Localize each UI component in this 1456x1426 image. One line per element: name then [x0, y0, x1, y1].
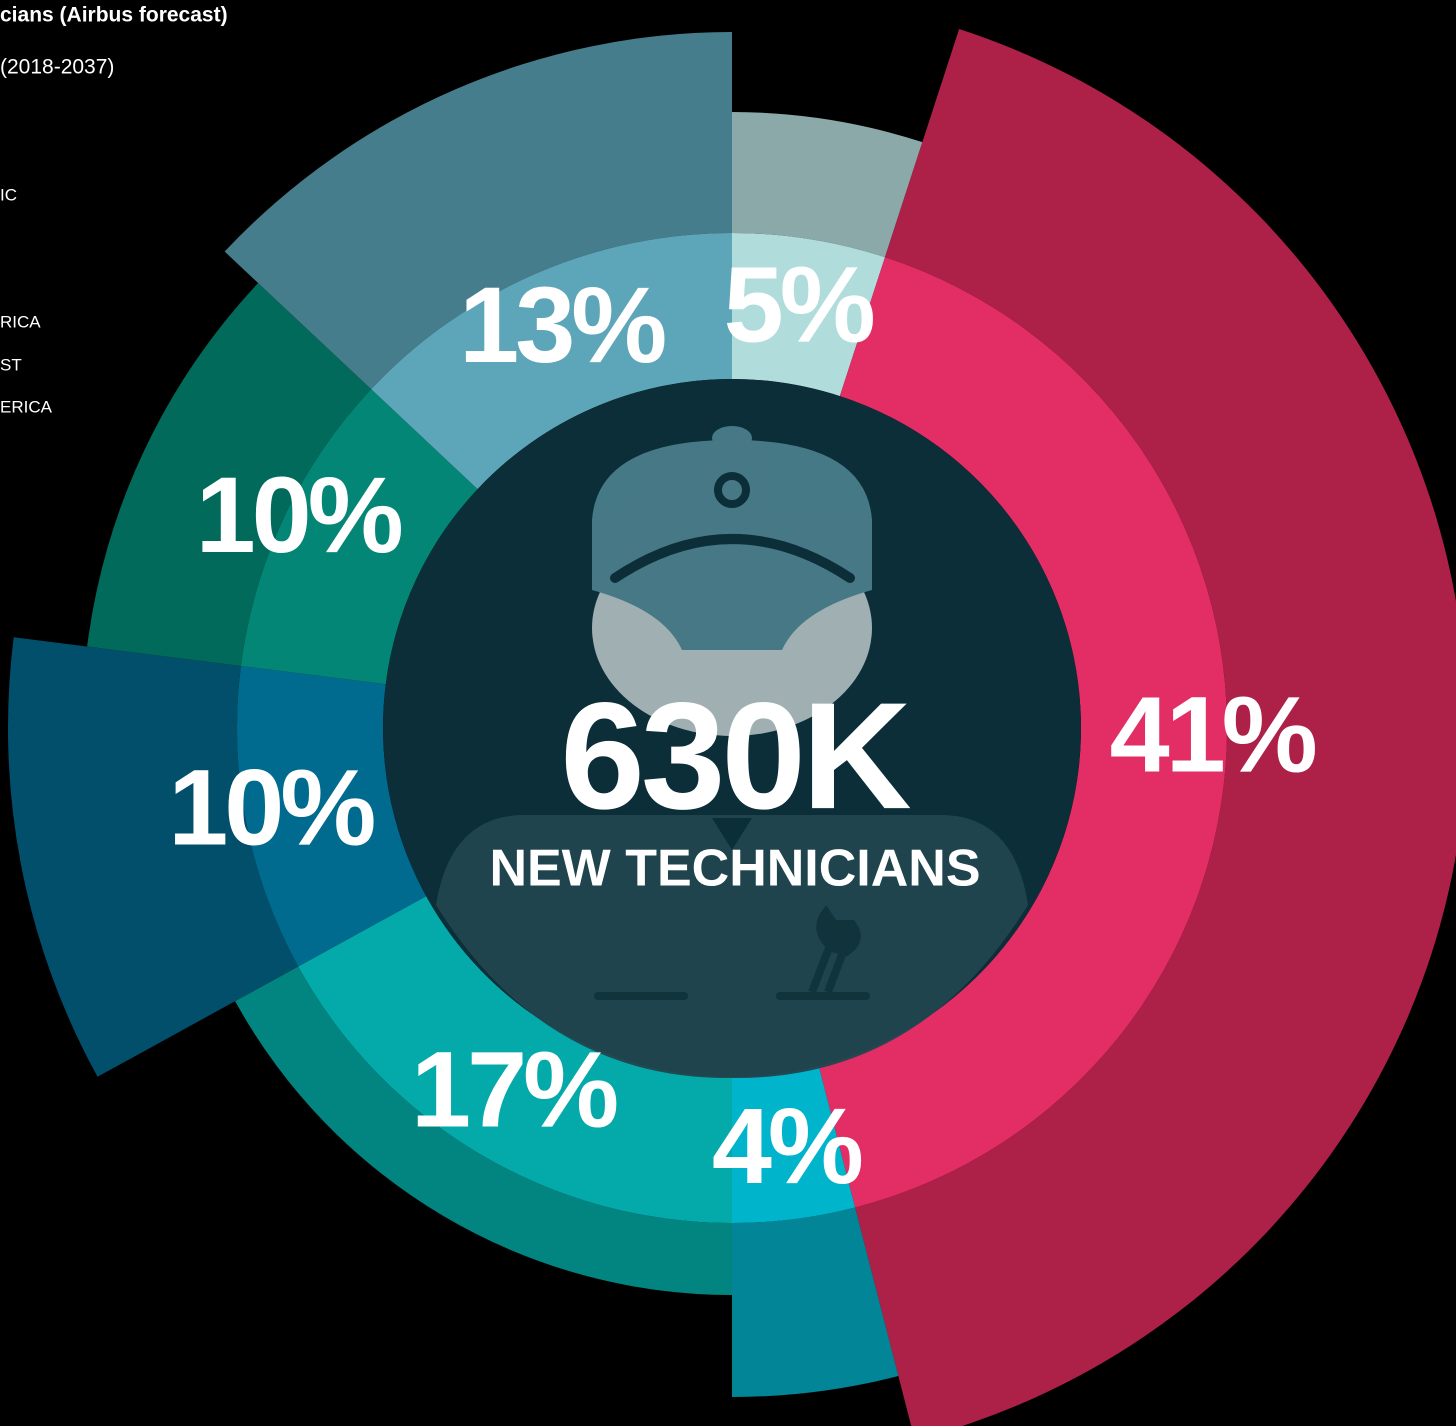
- chart-subtitle: (2018-2037): [0, 56, 114, 79]
- wrench: [808, 905, 861, 994]
- value-label: 10%: [196, 454, 402, 575]
- center-label: NEW TECHNICIANS: [489, 840, 980, 898]
- cap: [592, 440, 872, 650]
- inner-segment: [371, 233, 732, 490]
- inner-segment: [240, 389, 478, 685]
- value-label: 17%: [411, 1029, 617, 1150]
- value-label: 13%: [459, 264, 665, 385]
- legend-label: ERICA: [0, 397, 53, 416]
- inner-segment: [818, 257, 1228, 1208]
- outer-segment: [224, 32, 733, 390]
- outer-segment: [235, 966, 733, 1295]
- inner-segment: [732, 233, 885, 397]
- value-label: 10%: [168, 747, 374, 868]
- outer-segment: [732, 112, 923, 258]
- inner-segment: [237, 665, 427, 967]
- value-label: 41%: [1110, 674, 1316, 795]
- collar: [712, 818, 752, 850]
- inner-segment: [732, 1066, 856, 1223]
- outer-segment: [87, 283, 372, 666]
- outer-segment: [732, 1207, 899, 1397]
- outer-segment: [855, 28, 1456, 1426]
- gear: [714, 472, 750, 508]
- labels: 5% 41% 4% 17% 10% 10% 13% IC RICA ST ERICA: [0, 185, 1320, 1206]
- chart-title: cians (Airbus forecast): [0, 4, 228, 27]
- outer-segment: [8, 637, 299, 1077]
- center-value: 630K: [560, 671, 911, 841]
- legend-label: ST: [0, 355, 22, 374]
- inner-segment: [298, 896, 732, 1223]
- cap-brim: [610, 534, 855, 583]
- legend-label: IC: [0, 185, 17, 204]
- technician-icon: [436, 426, 1028, 1079]
- shoulders: [436, 815, 1028, 1079]
- rings: [8, 28, 1456, 1426]
- value-label: 5%: [724, 244, 874, 365]
- legend-label: RICA: [0, 312, 41, 331]
- value-label: 4%: [712, 1085, 862, 1206]
